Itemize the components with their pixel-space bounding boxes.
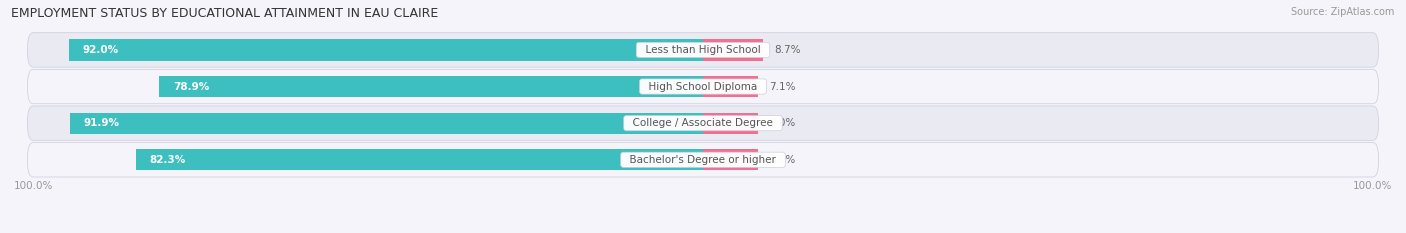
Bar: [703, 149, 758, 170]
Text: 0.0%: 0.0%: [769, 155, 796, 165]
FancyBboxPatch shape: [28, 106, 1378, 140]
Text: High School Diploma: High School Diploma: [643, 82, 763, 92]
FancyBboxPatch shape: [28, 69, 1378, 104]
Text: 100.0%: 100.0%: [1353, 181, 1392, 191]
Text: 0.0%: 0.0%: [769, 118, 796, 128]
Text: Less than High School: Less than High School: [638, 45, 768, 55]
Bar: [70, 113, 703, 134]
Bar: [703, 39, 763, 61]
Bar: [703, 76, 758, 97]
Text: 100.0%: 100.0%: [14, 181, 53, 191]
Text: 91.9%: 91.9%: [83, 118, 120, 128]
Text: 82.3%: 82.3%: [150, 155, 186, 165]
Bar: [136, 149, 703, 170]
Text: 92.0%: 92.0%: [83, 45, 120, 55]
FancyBboxPatch shape: [28, 143, 1378, 177]
Bar: [159, 76, 703, 97]
FancyBboxPatch shape: [28, 33, 1378, 67]
Bar: [69, 39, 703, 61]
Bar: [703, 113, 758, 134]
Text: College / Associate Degree: College / Associate Degree: [626, 118, 780, 128]
Text: EMPLOYMENT STATUS BY EDUCATIONAL ATTAINMENT IN EAU CLAIRE: EMPLOYMENT STATUS BY EDUCATIONAL ATTAINM…: [11, 7, 439, 20]
Text: Bachelor's Degree or higher: Bachelor's Degree or higher: [623, 155, 783, 165]
Text: 8.7%: 8.7%: [773, 45, 800, 55]
Text: 78.9%: 78.9%: [173, 82, 209, 92]
Text: 7.1%: 7.1%: [769, 82, 796, 92]
Text: Source: ZipAtlas.com: Source: ZipAtlas.com: [1291, 7, 1395, 17]
